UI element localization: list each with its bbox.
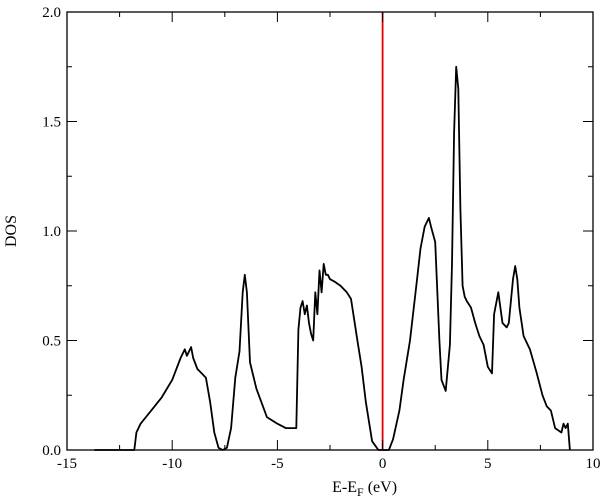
x-tick-label: 10 bbox=[586, 456, 601, 472]
y-tick-label: 2.0 bbox=[42, 5, 61, 21]
y-axis-label: DOS bbox=[3, 215, 20, 247]
plot-area bbox=[94, 12, 571, 451]
x-axis-label-main: E-E bbox=[332, 479, 357, 496]
dos-series-line bbox=[94, 65, 571, 451]
y-tick-label: 0.0 bbox=[42, 443, 61, 459]
x-tick-label: 0 bbox=[379, 456, 387, 472]
x-tick-label: 5 bbox=[484, 456, 492, 472]
y-tick-label: 1.0 bbox=[42, 224, 61, 240]
axis-ticks bbox=[66, 11, 594, 451]
x-axis-label: E-EF (eV) bbox=[332, 479, 397, 499]
y-tick-label: 1.5 bbox=[42, 115, 61, 131]
plot-frame bbox=[66, 11, 594, 451]
tick-labels: -15 -10 -5 0 5 10 0.0 0.5 1.0 1.5 2.0 bbox=[42, 5, 600, 472]
y-tick-label: 0.5 bbox=[42, 334, 61, 350]
x-axis-label-subscript: F bbox=[357, 485, 364, 499]
x-tick-label: -5 bbox=[271, 456, 284, 472]
x-tick-label: -15 bbox=[57, 456, 77, 472]
x-axis-label-unit: (eV) bbox=[364, 479, 397, 496]
x-tick-label: -10 bbox=[162, 456, 182, 472]
